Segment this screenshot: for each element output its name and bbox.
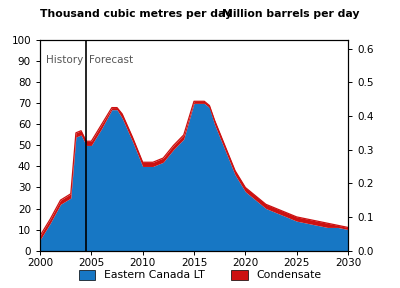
Legend: Eastern Canada LT, Condensate: Eastern Canada LT, Condensate — [76, 268, 324, 283]
Text: Thousand cubic metres per day: Thousand cubic metres per day — [40, 9, 232, 19]
Text: Forecast: Forecast — [89, 55, 134, 65]
Text: Million barrels per day: Million barrels per day — [222, 9, 360, 19]
Text: History: History — [46, 55, 83, 65]
